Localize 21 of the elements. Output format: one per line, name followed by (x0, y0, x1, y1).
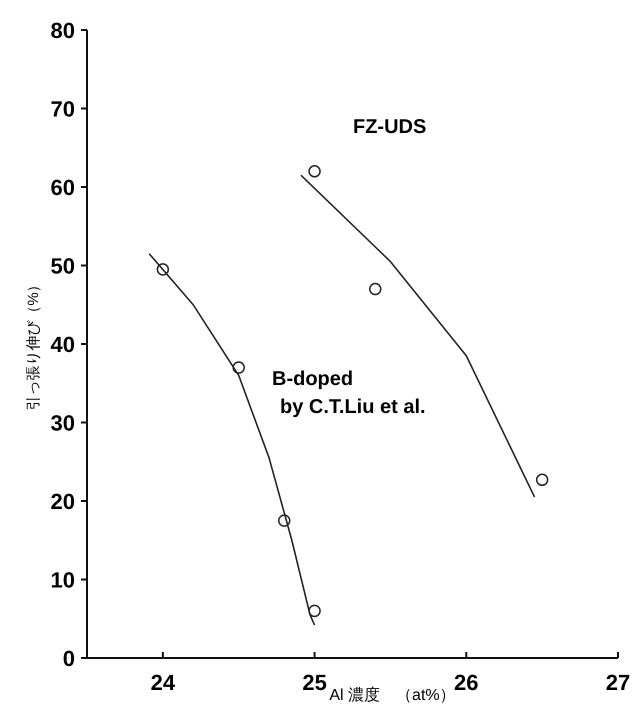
y-tick-label: 50 (50, 254, 75, 278)
y-tick-label: 0 (62, 646, 75, 671)
point (369, 282, 382, 296)
y-axis-title: 引っ張り伸び（%） (25, 277, 42, 411)
point (536, 474, 548, 486)
annotation: B-doped by C.T.Liu et al. (272, 368, 426, 418)
x-tick-label: 24 (150, 670, 176, 695)
x-tick-label: 25 (302, 670, 327, 695)
y-tick-label: 10 (50, 568, 75, 592)
point (308, 604, 321, 618)
y-tick-label: 60 (50, 175, 75, 200)
y-tick-label: 20 (50, 489, 75, 514)
y-tick-label: 30 (50, 410, 75, 436)
point (308, 165, 321, 178)
y-tick-label: 80 (50, 18, 75, 43)
x-tick-label: 26 (454, 670, 479, 695)
y-tick-label: 40 (50, 332, 75, 357)
x-tick-label: 27 (606, 670, 630, 695)
annotation: FZ-UDS (353, 116, 426, 138)
y-tick-label: 70 (50, 96, 75, 122)
x-axis-title: Al 濃度 （at%） (329, 686, 456, 704)
